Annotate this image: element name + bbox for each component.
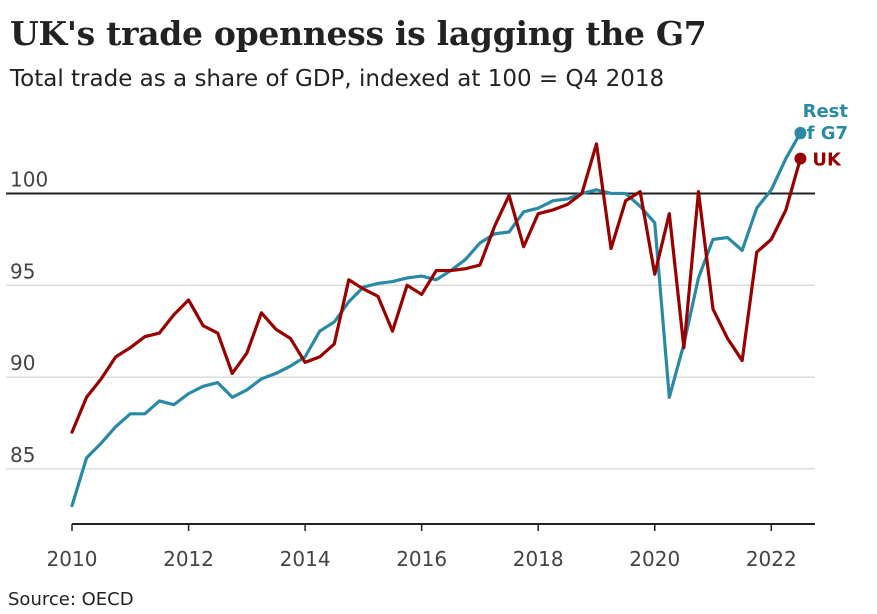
x-tick-label: 2020 [629, 547, 680, 571]
x-axis: 2010 2012 2014 2016 2018 2020 2022 [47, 523, 815, 571]
series-rest-of-g7: Rest of G7 [70, 101, 848, 508]
source-note: Source: OECD [8, 589, 134, 610]
series-label-line: UK [812, 150, 842, 171]
x-tick-label: 2014 [280, 547, 331, 571]
series-label-line: Rest [803, 101, 849, 122]
series-end-point [794, 152, 807, 165]
y-tick-label: 100 [10, 167, 48, 191]
chart-title: UK's trade openness is lagging the G7 [10, 14, 707, 53]
x-tick-label: 2022 [746, 547, 797, 571]
series-end-point [794, 126, 807, 139]
series-layer: Rest of G7 UK [70, 101, 848, 508]
series-label-line: of G7 [794, 123, 848, 144]
y-tick-label: 95 [10, 259, 35, 283]
chart-subtitle: Total trade as a share of GDP, indexed a… [10, 66, 665, 92]
x-tick-label: 2012 [163, 547, 214, 571]
series-label: UK [812, 150, 842, 171]
x-tick-label: 2018 [513, 547, 564, 571]
y-tick-label: 90 [10, 351, 35, 375]
grid-layer: 85 90 95 100 [6, 167, 815, 470]
x-tick-label: 2016 [396, 547, 447, 571]
series-uk: UK [70, 142, 842, 434]
series-line [70, 142, 803, 434]
x-tick-label: 2010 [47, 547, 98, 571]
y-tick-label: 85 [10, 443, 35, 467]
series-label: Rest of G7 [794, 101, 848, 144]
series-line [70, 131, 803, 508]
